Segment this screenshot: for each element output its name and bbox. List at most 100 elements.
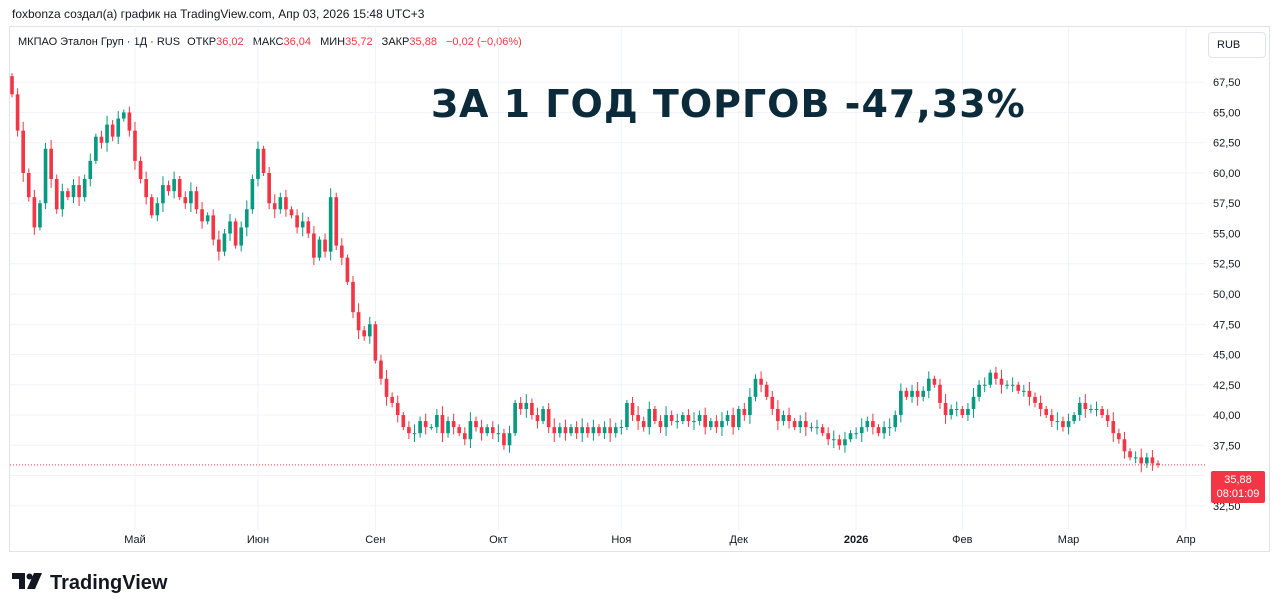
candle-body (876, 427, 881, 434)
y-tick-label: 55,00 (1213, 228, 1241, 240)
candle-body (1156, 463, 1160, 465)
candle-body (647, 408, 652, 428)
y-tick-label: 67,50 (1213, 77, 1241, 89)
candle-body (736, 408, 741, 428)
candle-body (15, 94, 20, 131)
candle-body (77, 185, 81, 198)
candle-body (563, 427, 568, 434)
candle-body (954, 408, 959, 410)
candle-body (636, 415, 640, 422)
candle-body (429, 427, 434, 429)
candle-body (809, 427, 814, 429)
candle-body (272, 203, 277, 210)
candle-body (345, 257, 350, 282)
candle-body (1122, 439, 1127, 452)
close-value: 35,88 (409, 36, 437, 48)
candle-body (1005, 384, 1009, 386)
candle-body (194, 191, 199, 210)
candle-body (317, 239, 322, 258)
candle-body (446, 421, 450, 434)
candle-body (803, 421, 808, 428)
candle-body (379, 360, 383, 379)
candle-body (217, 239, 221, 252)
candle-body (127, 112, 132, 131)
candle-body (982, 384, 987, 386)
candle-body (535, 415, 540, 422)
candle-body (306, 221, 311, 234)
candle-body (1016, 384, 1021, 391)
candle-body (401, 415, 406, 428)
candle-body (1139, 457, 1144, 464)
x-tick-label: Июн (247, 534, 269, 546)
candle-body (1083, 402, 1088, 409)
candle-body (418, 421, 422, 434)
candle-body (910, 390, 914, 397)
candle-body (826, 433, 830, 440)
candle-body (172, 179, 176, 192)
candle-body (653, 408, 657, 422)
candle-body (697, 415, 702, 422)
y-tick-label: 57,50 (1213, 198, 1241, 210)
candle-body (138, 160, 143, 180)
candle-body (619, 427, 624, 429)
candle-body (781, 415, 786, 422)
candle-body (105, 124, 109, 143)
candle-body (731, 415, 735, 428)
candle-body (613, 427, 618, 434)
y-tick-label: 45,00 (1213, 350, 1241, 362)
candle-body (155, 203, 160, 216)
chart-frame (9, 26, 1270, 552)
candle-body (49, 148, 53, 180)
currency-button[interactable]: RUB (1208, 32, 1266, 58)
candle-body (261, 148, 266, 173)
candle-body (485, 427, 489, 434)
y-tick-label: 40,00 (1213, 410, 1241, 422)
tradingview-logo[interactable]: TradingView (12, 571, 167, 595)
candle-body (887, 427, 892, 429)
candle-body (1111, 421, 1116, 434)
candle-body (38, 203, 42, 228)
candle-body (367, 324, 372, 337)
candle-body (284, 197, 288, 210)
candle-body (669, 415, 674, 422)
candle-body (681, 415, 685, 422)
candle-body (871, 421, 875, 428)
candle-body (161, 185, 165, 204)
symbol-label: МКПАО Эталон Груп · 1Д · RUS (18, 36, 181, 48)
candle-body (1072, 415, 1076, 422)
candle-body (26, 172, 31, 198)
candle-body (435, 415, 439, 428)
candle-body (351, 281, 355, 313)
candle-body (608, 427, 612, 434)
x-tick-label: Сен (365, 534, 385, 546)
open-label: ОТКР (187, 36, 217, 48)
change-value: −0,02 (−0,06%) (446, 36, 522, 48)
candle-body (1055, 421, 1060, 423)
candle-body (753, 378, 758, 397)
candle-body (289, 209, 294, 216)
candle-body (815, 427, 819, 429)
candle-body (591, 427, 596, 434)
y-axis: 32,5035,0037,5040,0042,5045,0047,5050,00… (1213, 77, 1241, 513)
candle-body (116, 118, 121, 137)
candle-body (725, 415, 730, 422)
candle-body (664, 415, 668, 428)
candle-body (373, 324, 378, 361)
candle-body (1117, 433, 1121, 440)
candle-body (865, 421, 870, 428)
candle-body (267, 172, 271, 204)
candle-body (1077, 402, 1082, 416)
candle-body (854, 433, 858, 435)
candle-body (675, 421, 680, 423)
candle-body (300, 221, 305, 228)
candle-body (54, 179, 59, 210)
candle-body (328, 197, 333, 252)
candle-body (764, 384, 769, 397)
candle-body (490, 427, 495, 434)
candle-body (43, 148, 48, 204)
candle-body (233, 221, 238, 246)
headline-annotation: ЗА 1 ГОД ТОРГОВ -47,33% (431, 82, 1026, 126)
y-tick-label: 62,50 (1213, 138, 1241, 150)
candle-body (641, 421, 646, 428)
